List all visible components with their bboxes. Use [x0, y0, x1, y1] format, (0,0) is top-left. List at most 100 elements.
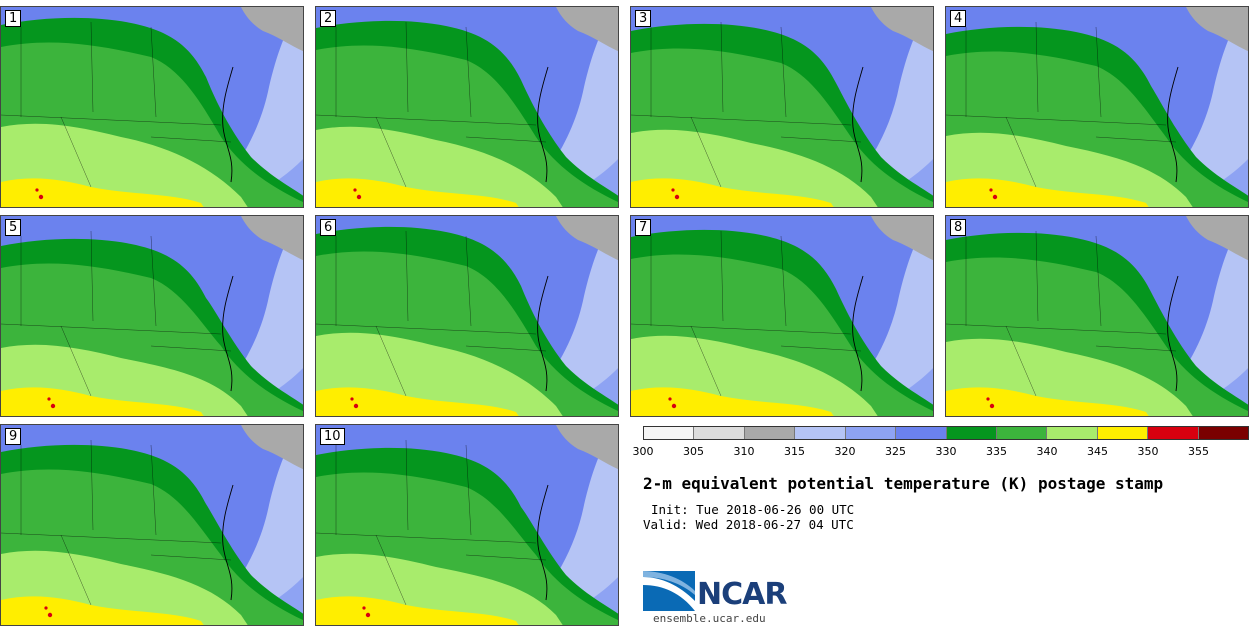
warm-spot	[668, 397, 672, 401]
yellow-band	[946, 387, 1149, 416]
warm-spot	[50, 403, 56, 409]
coastline	[1167, 66, 1179, 183]
coastline	[537, 484, 549, 601]
warm-spot	[35, 188, 39, 192]
colorbar-segment	[1097, 427, 1149, 439]
ncar-logo-text: NCAR	[697, 577, 787, 612]
colorbar-tick-label: 325	[885, 445, 906, 458]
ensemble-member-panel-3: 3	[630, 6, 934, 208]
warm-spot	[38, 194, 44, 200]
ensemble-member-panel-5: 5	[0, 215, 304, 417]
ensemble-member-panel-8: 8	[945, 215, 1249, 417]
northeast-land	[871, 216, 933, 261]
coastline	[852, 66, 864, 183]
panel-map	[1, 216, 303, 416]
state-borders	[316, 230, 547, 397]
northeast-land	[241, 7, 303, 52]
ensemble-member-panel-4: 4	[945, 6, 1249, 208]
panel-map	[946, 216, 1248, 416]
ocean-region	[517, 7, 618, 207]
yellow-band	[316, 596, 519, 625]
member-label: 4	[950, 10, 967, 27]
yellow-band	[1, 178, 204, 207]
warm-spot	[356, 194, 362, 200]
colorbar-tick-label: 340	[1036, 445, 1058, 458]
ocean-region	[517, 425, 618, 625]
ensemble-member-panel-7: 7	[630, 215, 934, 417]
northeast-land	[556, 216, 618, 261]
ensemble-member-panel-10: 10	[315, 424, 619, 626]
yellow-band	[1, 596, 204, 625]
yellow-band	[946, 178, 1149, 207]
warm-spot	[353, 403, 359, 409]
colorbar-segment	[1148, 427, 1199, 439]
yellow-band	[316, 178, 519, 207]
coastline	[537, 275, 549, 392]
colorbar-tick-label: 330	[935, 445, 957, 458]
member-label: 3	[635, 10, 652, 27]
member-label: 6	[320, 219, 337, 236]
state-borders	[946, 230, 1177, 397]
yellow-band	[316, 387, 519, 416]
coastline	[537, 66, 549, 183]
logo-url: ensemble.ucar.edu	[653, 612, 766, 625]
yellow-band	[1, 387, 204, 416]
state-borders	[1, 21, 232, 188]
colorbar-tick-label: 345	[1087, 445, 1108, 458]
member-label: 5	[5, 219, 22, 236]
colorbar-tick-label: 335	[986, 445, 1007, 458]
figure-title: 2-m equivalent potential temperature (K)…	[643, 474, 1164, 493]
colorbar-tick-label: 355	[1188, 445, 1209, 458]
ocean-region	[832, 7, 933, 207]
northeast-land	[1186, 216, 1248, 261]
ocean-region	[517, 216, 618, 416]
colorbar-segment	[946, 427, 997, 439]
colorbar-tick-label: 310	[733, 445, 755, 458]
warm-spot	[671, 188, 675, 192]
panel-map	[316, 7, 618, 207]
ocean-region	[202, 7, 303, 207]
coastline	[222, 275, 234, 392]
init-time: Init: Tue 2018-06-26 00 UTC	[651, 502, 855, 517]
state-borders	[631, 21, 862, 188]
northeast-land	[556, 425, 618, 470]
northeast-land	[241, 425, 303, 470]
warm-spot	[350, 397, 354, 401]
coastline	[222, 484, 234, 601]
warm-spot	[47, 397, 51, 401]
warm-spot	[44, 606, 48, 610]
ncar-logo-icon	[643, 571, 695, 611]
panel-map	[631, 216, 933, 416]
warm-spot	[47, 612, 53, 618]
panel-map	[316, 216, 618, 416]
warm-spot	[365, 612, 371, 618]
colorbar-segment	[644, 427, 695, 439]
colorbar-tick-label: 305	[683, 445, 704, 458]
colorbar-segment	[744, 427, 796, 439]
warm-spot	[671, 403, 677, 409]
colorbar	[643, 426, 1249, 440]
northeast-land	[556, 7, 618, 52]
state-borders	[946, 21, 1177, 188]
valid-time: Valid: Wed 2018-06-27 04 UTC	[643, 517, 854, 532]
yellow-band	[631, 178, 834, 207]
ocean-region	[832, 216, 933, 416]
member-label: 7	[635, 219, 652, 236]
northeast-land	[1186, 7, 1248, 52]
warm-spot	[674, 194, 680, 200]
ocean-region	[202, 425, 303, 625]
member-label: 8	[950, 219, 967, 236]
state-borders	[316, 439, 547, 606]
colorbar-segment	[795, 427, 846, 439]
warm-spot	[992, 194, 998, 200]
colorbar-segment	[1198, 427, 1249, 439]
state-borders	[1, 230, 232, 397]
ensemble-member-panel-2: 2	[315, 6, 619, 208]
colorbar-segment	[694, 427, 745, 439]
ocean-region	[1147, 216, 1248, 416]
colorbar-tick-label: 350	[1137, 445, 1159, 458]
member-label: 1	[5, 10, 22, 27]
colorbar-tick-label: 320	[834, 445, 856, 458]
ensemble-member-panel-6: 6	[315, 215, 619, 417]
colorbar-segment	[845, 427, 897, 439]
